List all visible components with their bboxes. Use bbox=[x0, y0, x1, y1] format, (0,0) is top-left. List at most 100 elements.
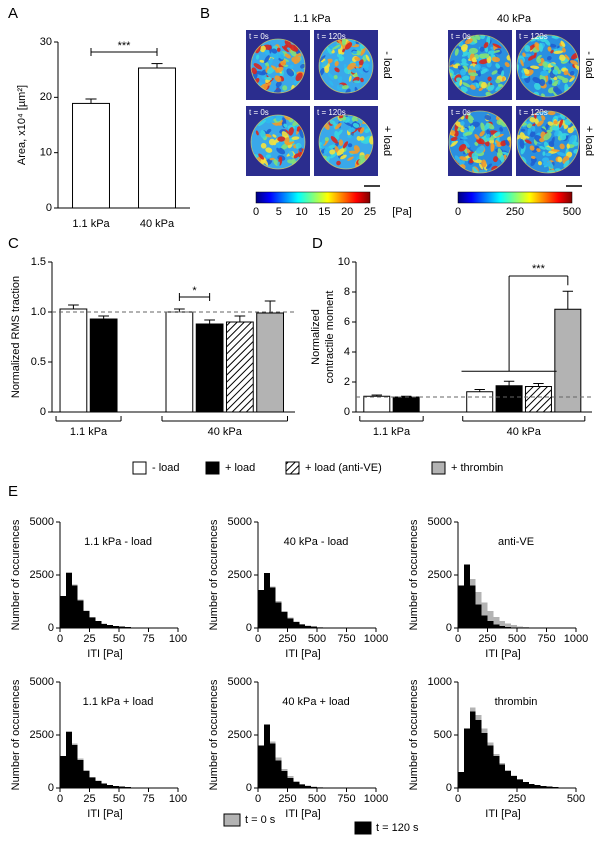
histogram-bar bbox=[305, 625, 312, 628]
heatmap-blob bbox=[271, 48, 278, 54]
legend-label: + thrombin bbox=[451, 462, 503, 474]
heatmap bbox=[251, 39, 305, 93]
heatmap-blob bbox=[543, 132, 552, 141]
histogram-bar bbox=[101, 783, 108, 788]
y-tick-label: 10 bbox=[338, 256, 350, 268]
heatmap-blob bbox=[356, 136, 362, 141]
heatmap-blob bbox=[275, 81, 282, 88]
heatmap-blob bbox=[338, 56, 345, 62]
histogram-bar bbox=[505, 623, 512, 628]
y-tick-label: 0 bbox=[446, 782, 452, 794]
histogram-bar bbox=[487, 611, 494, 628]
row-label: - load bbox=[583, 51, 595, 79]
heatmap-blob bbox=[475, 145, 485, 154]
heatmap-blob bbox=[505, 139, 510, 146]
heatmap-blob bbox=[336, 160, 341, 166]
heatmap-blob bbox=[324, 65, 330, 74]
y-tick-label: 0 bbox=[446, 622, 452, 634]
heatmap-blob bbox=[264, 49, 270, 55]
x-tick-label: 100 bbox=[169, 633, 187, 645]
heatmap-blob bbox=[255, 130, 259, 136]
colorbar-unit: [Pa] bbox=[392, 206, 412, 218]
heatmap-blob bbox=[491, 70, 498, 75]
colorbar-tick-label: 10 bbox=[295, 206, 307, 218]
x-tick-label: 1000 bbox=[364, 793, 388, 805]
histogram-bar bbox=[469, 585, 476, 628]
y-tick-label: 0 bbox=[46, 202, 52, 214]
heatmap-blob bbox=[558, 119, 564, 128]
heatmap-blob bbox=[553, 82, 557, 87]
heatmap-blob bbox=[265, 154, 271, 158]
heatmap-blob bbox=[337, 76, 343, 83]
heatmap-blob bbox=[449, 60, 455, 66]
histogram-bar bbox=[65, 731, 72, 788]
heatmap bbox=[319, 39, 373, 93]
heatmap-blob bbox=[485, 163, 493, 169]
heatmap-blob bbox=[454, 155, 462, 164]
heatmap-blob bbox=[343, 63, 347, 69]
heatmap-blob bbox=[329, 149, 336, 155]
histogram-bar bbox=[481, 732, 488, 788]
heatmap-edge bbox=[318, 114, 374, 170]
histogram-bar bbox=[481, 615, 488, 628]
time-label: t = 0s bbox=[451, 108, 471, 117]
x-tick-label: 1000 bbox=[364, 633, 388, 645]
x-tick-label: 75 bbox=[142, 793, 154, 805]
heatmap-blob bbox=[353, 145, 360, 153]
heatmap-blob bbox=[321, 59, 329, 68]
heatmap-blob bbox=[563, 124, 569, 129]
heatmap-blob bbox=[258, 119, 267, 127]
heatmap-blob bbox=[530, 65, 540, 69]
heatmap-blob bbox=[264, 55, 270, 64]
legend-swatch bbox=[223, 813, 241, 827]
heatmap-blob bbox=[460, 62, 469, 66]
heatmap-blob bbox=[347, 62, 356, 70]
heatmap-blob bbox=[532, 77, 541, 84]
histogram-bar bbox=[517, 779, 523, 788]
heatmap-edge bbox=[250, 114, 306, 170]
histogram-bar bbox=[458, 585, 464, 628]
heatmap-blob bbox=[481, 82, 488, 89]
heatmap-blob bbox=[557, 156, 563, 163]
heatmap-blob bbox=[360, 136, 365, 141]
heatmap-blob bbox=[348, 75, 352, 82]
y-tick-label: 2500 bbox=[30, 569, 54, 581]
bar bbox=[363, 395, 391, 413]
histogram-bar bbox=[540, 786, 547, 788]
heatmap-blob bbox=[284, 137, 290, 145]
heatmap-blob bbox=[536, 120, 544, 127]
heatmap-blob bbox=[258, 153, 265, 160]
heatmap-blob bbox=[539, 146, 546, 150]
histogram-bar bbox=[89, 617, 96, 628]
heatmap-blob bbox=[480, 35, 486, 40]
chart-title: anti-VE bbox=[498, 536, 534, 548]
histogram-bar bbox=[546, 786, 553, 788]
heatmap-blob bbox=[369, 135, 373, 145]
heatmap-blob bbox=[554, 130, 559, 137]
y-tick-label: 4 bbox=[344, 346, 350, 358]
heatmap-blob bbox=[260, 142, 267, 149]
heatmap-blob bbox=[334, 61, 339, 67]
heatmap-blob bbox=[463, 127, 468, 133]
heatmap-blob bbox=[475, 35, 481, 40]
heatmap-blob bbox=[265, 133, 272, 138]
x-tick-label: 1.1 kPa bbox=[72, 218, 110, 230]
heatmap-blob bbox=[559, 143, 565, 150]
heatmap-blob bbox=[478, 163, 484, 170]
y-tick-label: 1000 bbox=[428, 676, 452, 688]
histogram-bar bbox=[281, 612, 288, 628]
heatmap-blob bbox=[342, 141, 349, 149]
heatmap-blob bbox=[520, 144, 526, 155]
y-tick-label: 0 bbox=[40, 406, 46, 418]
y-tick-label: 30 bbox=[40, 36, 52, 48]
heatmap-blob bbox=[336, 148, 345, 156]
heatmap-blob bbox=[492, 43, 502, 49]
heatmap-blob bbox=[259, 45, 266, 53]
heatmap-blob bbox=[519, 139, 525, 149]
heatmap-blob bbox=[330, 136, 338, 144]
heatmap-blob bbox=[490, 142, 495, 152]
heatmap-blob bbox=[529, 131, 536, 138]
histogram-bar bbox=[475, 720, 482, 788]
x-tick-label: 500 bbox=[308, 793, 326, 805]
